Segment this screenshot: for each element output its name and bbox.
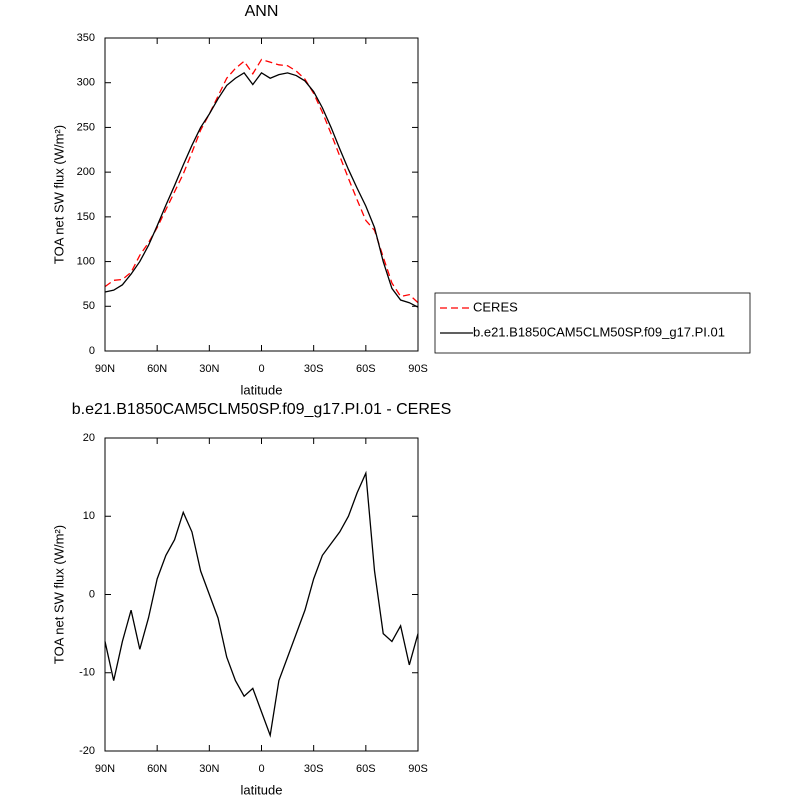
data-line <box>104 470 419 738</box>
plot-frame <box>104 437 419 752</box>
x-tick-label: 30N <box>199 763 219 775</box>
y-tick-label: 150 <box>77 211 95 223</box>
y-tick-label: 0 <box>89 345 95 357</box>
legend-box <box>434 292 751 354</box>
y-tick-label: 0 <box>89 588 95 600</box>
x-tick-label: 90N <box>95 363 115 375</box>
y-tick-label: 100 <box>77 255 95 267</box>
y-tick-label: 350 <box>77 32 95 44</box>
x-axis-label: latitude <box>241 782 283 797</box>
x-tick-label: 0 <box>258 363 264 375</box>
x-tick-label: 90S <box>408 363 428 375</box>
x-tick-label: 30N <box>199 363 219 375</box>
chart-title: b.e21.B1850CAM5CLM50SP.f09_g17.PI.01 - C… <box>72 401 452 418</box>
y-tick-label: 20 <box>83 432 95 444</box>
y-tick-label: -10 <box>79 667 95 679</box>
plot-frame <box>104 37 419 352</box>
x-tick-label: 30S <box>304 763 324 775</box>
legend-label: CERES <box>473 299 518 314</box>
x-tick-label: 60S <box>356 363 376 375</box>
x-tick-label: 60S <box>356 763 376 775</box>
x-tick-label: 90N <box>95 763 115 775</box>
x-tick-label: 60N <box>147 363 167 375</box>
x-tick-label: 60N <box>147 763 167 775</box>
legend-label: b.e21.B1850CAM5CLM50SP.f09_g17.PI.01 <box>473 324 725 339</box>
y-tick-label: -20 <box>79 745 95 757</box>
x-tick-label: 0 <box>258 763 264 775</box>
chart-title: ANN <box>245 3 279 20</box>
y-tick-label: 50 <box>83 300 95 312</box>
y-tick-label: 10 <box>83 510 95 522</box>
data-line <box>104 72 419 308</box>
x-tick-label: 30S <box>304 363 324 375</box>
y-axis-label: TOA net SW flux (W/m²) <box>51 125 66 264</box>
data-line <box>104 58 419 304</box>
y-tick-label: 300 <box>77 77 95 89</box>
y-tick-label: 200 <box>77 166 95 178</box>
y-tick-label: 250 <box>77 121 95 133</box>
x-axis-label: latitude <box>241 382 283 397</box>
x-tick-label: 90S <box>408 763 428 775</box>
y-axis-label: TOA net SW flux (W/m²) <box>51 525 66 664</box>
